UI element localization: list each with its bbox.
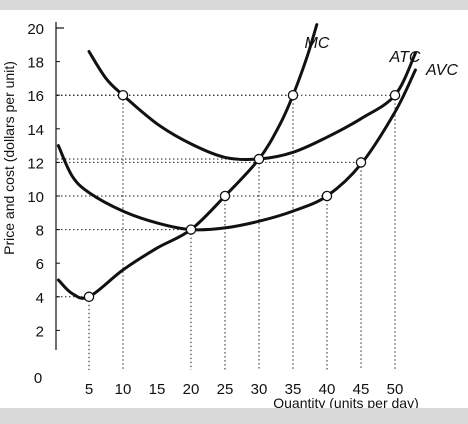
data-point-marker bbox=[321, 190, 333, 202]
y-tick-label: 10 bbox=[27, 189, 44, 206]
x-tick-label: 15 bbox=[149, 381, 166, 398]
y-tick-label: 12 bbox=[27, 155, 44, 172]
data-point-marker bbox=[219, 190, 231, 202]
x-tick-labels: 5 10 15 20 25 30 35 40 45 50 bbox=[85, 381, 404, 398]
data-point-marker bbox=[355, 157, 367, 168]
x-tick-label: 10 bbox=[115, 381, 132, 398]
data-point-marker bbox=[389, 89, 401, 101]
x-tick-label: 25 bbox=[217, 381, 234, 398]
atc-label: ATC bbox=[389, 49, 421, 66]
data-point-marker bbox=[287, 89, 299, 101]
avc-curve bbox=[56, 68, 417, 232]
data-point-marker bbox=[253, 153, 265, 165]
y-tick-label: 2 bbox=[36, 323, 44, 340]
y-tick-label: 16 bbox=[27, 88, 44, 105]
x-axis-title: Quantity (units per day) bbox=[273, 395, 419, 408]
x-tick-label: 35 bbox=[285, 381, 302, 398]
y-tick-label: 20 bbox=[27, 21, 44, 38]
x-tick-label: 50 bbox=[387, 381, 404, 398]
y-tick-labels: 2 4 6 8 10 12 14 16 18 20 bbox=[27, 21, 44, 340]
atc-curve bbox=[87, 50, 417, 162]
y-tick-label: 18 bbox=[27, 55, 44, 72]
y-axis-title: Price and cost (dollars per unit) bbox=[1, 61, 17, 255]
y-tick-label: 14 bbox=[27, 122, 44, 139]
chart-panel: 2 4 6 8 10 12 14 16 18 20 5 10 15 20 25 30 35 40 45 50 0 M… bbox=[0, 10, 468, 411]
cost-curves-chart: 2 4 6 8 10 12 14 16 18 20 5 10 15 20 25 30 35 40 45 50 0 M… bbox=[1, 21, 459, 411]
x-tick-label: 20 bbox=[183, 381, 200, 398]
x-tick-label: 40 bbox=[319, 381, 336, 398]
reference-lines bbox=[57, 94, 396, 370]
y-tick-label: 8 bbox=[36, 223, 44, 240]
data-point-marker bbox=[185, 224, 197, 235]
x-tick-label: 45 bbox=[353, 381, 370, 398]
data-point-marker bbox=[117, 89, 129, 101]
x-tick-label: 30 bbox=[251, 381, 268, 398]
y-tick-label: 4 bbox=[36, 290, 44, 307]
mc-label: MC bbox=[305, 35, 330, 52]
axes bbox=[55, 22, 64, 350]
x-tick-label: 5 bbox=[85, 381, 93, 398]
intersection-points bbox=[83, 89, 401, 303]
origin-label: 0 bbox=[34, 370, 42, 387]
data-point-marker bbox=[83, 291, 95, 303]
avc-label: AVC bbox=[425, 62, 458, 79]
y-tick-label: 6 bbox=[36, 256, 44, 273]
